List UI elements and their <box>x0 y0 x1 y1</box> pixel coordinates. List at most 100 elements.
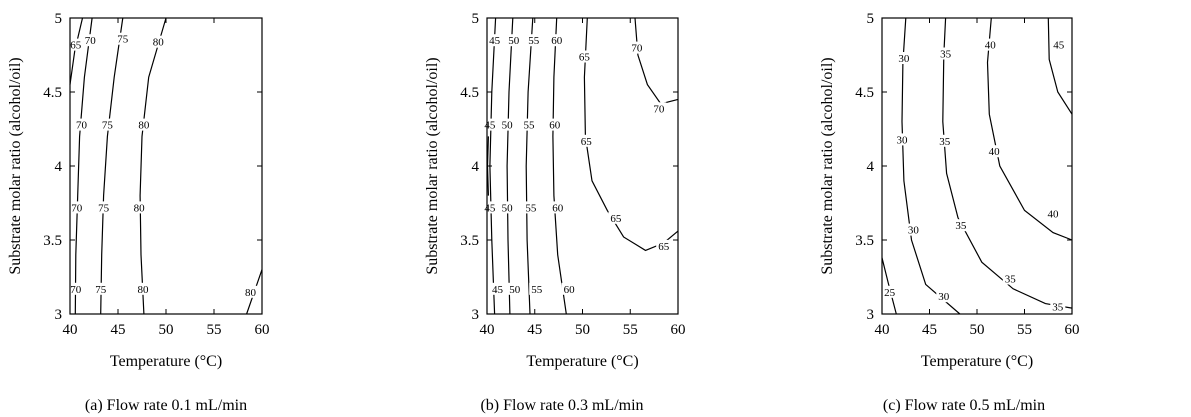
y-tick-label: 3.5 <box>43 233 62 249</box>
contour-label-55: 55 <box>524 120 536 132</box>
x-tick-label: 40 <box>63 322 78 338</box>
panel-c: (c) Flow rate 0.5 mL/min 253030303035353… <box>819 11 1080 414</box>
contour-label-70: 70 <box>76 120 88 132</box>
contour-line-35 <box>942 17 1073 309</box>
contour-label-70: 70 <box>653 103 665 115</box>
contour-label-background <box>136 118 152 131</box>
contour-line-80 <box>139 17 167 315</box>
contour-label-background <box>550 201 566 214</box>
contour-label-background <box>1002 272 1018 285</box>
contour-label-35: 35 <box>940 49 952 61</box>
contour-label-75: 75 <box>117 34 129 46</box>
contour-label-45: 45 <box>1053 40 1065 52</box>
contour-label-80: 80 <box>138 120 150 132</box>
contour-label-background <box>243 285 258 298</box>
contour-label-35: 35 <box>939 136 951 148</box>
contour-label-background <box>656 239 672 252</box>
contour-label-55: 55 <box>525 202 537 214</box>
contour-label-background <box>936 290 952 303</box>
contour-label-background <box>526 34 542 47</box>
x-tick-label: 40 <box>480 322 495 338</box>
contour-label-30: 30 <box>908 225 920 237</box>
contour-label-60: 60 <box>551 35 563 47</box>
contour-label-background <box>499 118 515 131</box>
contour-label-background <box>93 282 109 295</box>
contour-label-background <box>905 223 921 236</box>
x-tick-label: 50 <box>575 322 590 338</box>
contour-label-60: 60 <box>564 284 576 296</box>
contour-label-background <box>96 201 112 214</box>
contour-label-background <box>1050 300 1066 313</box>
contour-label-background <box>521 118 537 131</box>
contour-label-background <box>482 118 498 131</box>
panel-c-caption: (c) Flow rate 0.5 mL/min <box>883 397 1045 414</box>
x-tick-label: 45 <box>922 322 937 338</box>
contour-label-background <box>135 282 151 295</box>
contour-label-75: 75 <box>98 202 110 214</box>
contour-label-background <box>882 285 898 298</box>
contour-label-45: 45 <box>484 202 496 214</box>
contour-label-background <box>547 118 563 131</box>
panel-b: (b) Flow rate 0.3 mL/min 454545455050505… <box>424 11 686 414</box>
contour-label-background <box>115 32 131 45</box>
contour-label-background <box>507 282 523 295</box>
y-tick-label: 3 <box>867 307 875 323</box>
contour-line-50 <box>506 17 514 315</box>
contour-label-background <box>576 50 592 63</box>
x-axis-title: Temperature (°C) <box>921 353 1033 370</box>
contour-label-50: 50 <box>508 35 520 47</box>
y-tick-label: 5 <box>867 11 875 27</box>
contour-label-35: 35 <box>1005 274 1017 286</box>
x-axis-title: Temperature (°C) <box>110 353 222 370</box>
y-tick-label: 4 <box>55 159 63 175</box>
y-tick-label: 5 <box>55 11 63 27</box>
contour-label-background <box>482 201 498 214</box>
contour-label-60: 60 <box>552 202 564 214</box>
contour-label-background <box>69 201 85 214</box>
contour-label-background <box>74 118 89 131</box>
contour-label-40: 40 <box>989 146 1001 158</box>
y-tick-label: 3 <box>472 307 480 323</box>
contour-label-background <box>549 34 565 47</box>
x-tick-label: 60 <box>671 322 686 338</box>
contour-label-background <box>894 133 910 146</box>
x-tick-label: 55 <box>207 322 222 338</box>
y-tick-label: 4 <box>472 159 480 175</box>
contour-label-50: 50 <box>509 284 521 296</box>
contour-line-60 <box>552 17 567 315</box>
contour-label-80: 80 <box>245 287 257 299</box>
panel-b-caption: (b) Flow rate 0.3 mL/min <box>480 397 643 414</box>
contour-label-background <box>608 211 624 224</box>
contour-label-background <box>506 34 522 47</box>
contour-label-background <box>68 38 84 51</box>
y-axis-title: Substrate molar ratio (alcohol/oil) <box>819 57 836 274</box>
contour-label-30: 30 <box>897 134 909 146</box>
contour-line-55 <box>525 17 534 315</box>
contour-label-75: 75 <box>95 284 107 296</box>
y-tick-label: 3 <box>55 307 63 323</box>
y-tick-label: 3.5 <box>855 233 874 249</box>
contour-label-50: 50 <box>502 120 514 132</box>
contour-label-background <box>578 134 594 147</box>
panel-a-caption: (a) Flow rate 0.1 mL/min <box>85 397 247 414</box>
x-axis-title: Temperature (°C) <box>526 353 638 370</box>
x-tick-label: 55 <box>623 322 638 338</box>
contour-label-background <box>529 282 545 295</box>
contour-label-35: 35 <box>1052 302 1064 314</box>
contour-label-45: 45 <box>492 284 504 296</box>
contour-label-25: 25 <box>884 287 896 299</box>
contour-label-70: 70 <box>85 35 97 47</box>
contour-label-80: 80 <box>138 284 150 296</box>
contour-label-background <box>99 118 115 131</box>
contour-label-background <box>523 201 539 214</box>
y-tick-label: 3.5 <box>460 233 479 249</box>
x-tick-label: 55 <box>1017 322 1032 338</box>
contour-label-background <box>982 38 998 51</box>
contour-label-60: 60 <box>549 120 561 132</box>
contour-label-background <box>561 282 577 295</box>
y-axis-title: Substrate molar ratio (alcohol/oil) <box>7 57 24 274</box>
contour-label-65: 65 <box>579 52 591 64</box>
contour-label-30: 30 <box>898 53 910 65</box>
contour-line-40 <box>986 17 1073 241</box>
x-tick-label: 60 <box>1065 322 1080 338</box>
